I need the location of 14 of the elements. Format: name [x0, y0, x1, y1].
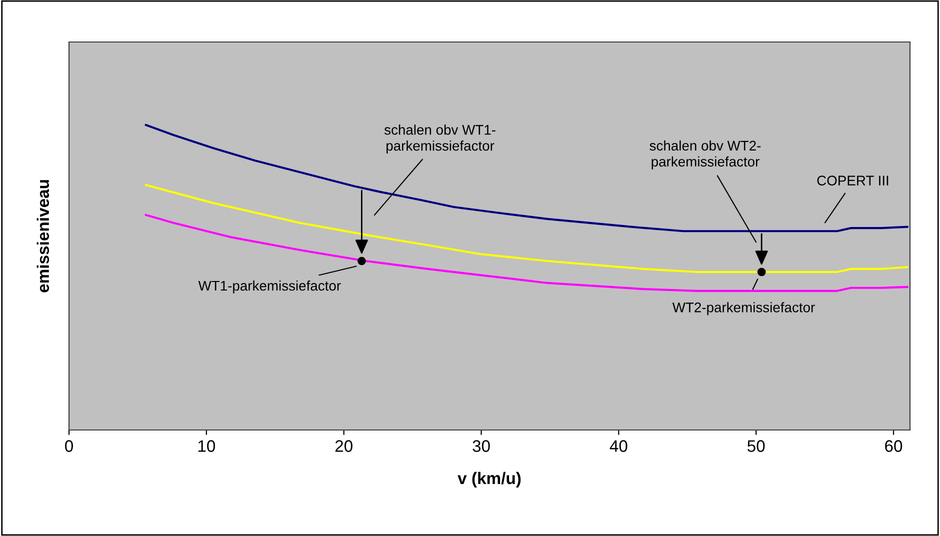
x-tick-label: 10	[198, 440, 216, 452]
x-tick-label: 60	[885, 440, 902, 452]
x-axis-title: v (km/u)	[458, 472, 521, 488]
annotation: WT2-parkemissiefactor	[672, 302, 815, 316]
annotation: schalen obv WT2- parkemissiefactor	[650, 140, 761, 170]
x-tick-label: 20	[335, 440, 352, 452]
annotation: schalen obv WT1- parkemissiefactor	[384, 124, 496, 154]
x-tick-label: 30	[472, 440, 490, 452]
x-tick-label: 50	[747, 440, 765, 452]
y-axis-title: emissieniveau	[36, 180, 50, 292]
x-tick-label: 40	[610, 440, 628, 452]
x-tick-label: 0	[65, 440, 73, 452]
annotation: WT1-parkemissiefactor	[198, 280, 341, 294]
text: COPERT III	[817, 176, 888, 186]
